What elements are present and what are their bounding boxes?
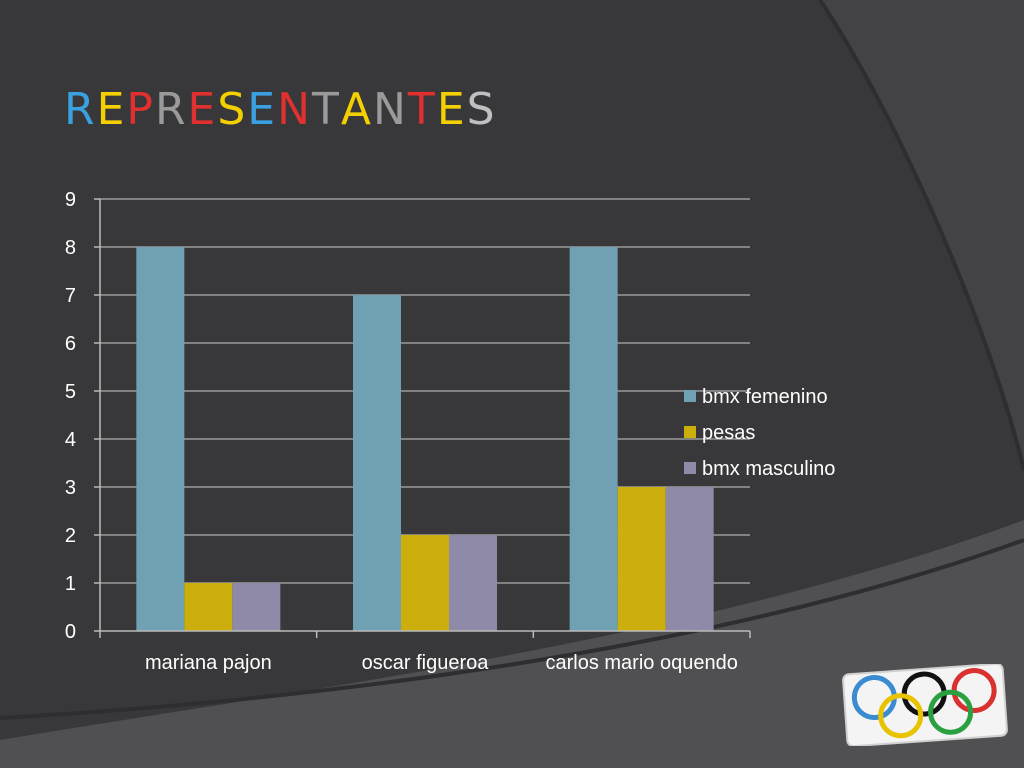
title-letter: E [436, 84, 467, 135]
y-tick-label: 0 [65, 621, 76, 643]
bar-pesas [401, 535, 449, 631]
bar-pesas [184, 583, 233, 631]
title-letter: R [154, 84, 188, 135]
bar-bmx-masculino [449, 535, 497, 631]
page-title: REPRESENTANTES [64, 84, 497, 135]
y-tick-label: 3 [65, 477, 76, 499]
title-letter: N [373, 84, 408, 135]
legend-label: bmx masculino [702, 458, 835, 480]
bar-bmx-femenino [136, 247, 185, 631]
y-tick-label: 8 [65, 237, 76, 259]
legend-swatch [684, 462, 696, 474]
y-tick-label: 4 [65, 429, 76, 451]
legend-swatch [684, 390, 696, 402]
x-axis-categories: mariana pajon oscar figueroa carlos mario … [145, 652, 738, 674]
title-letter: E [187, 84, 218, 135]
y-tick-label: 9 [65, 189, 76, 211]
title-letter: S [217, 84, 248, 135]
title-letter: N [277, 84, 312, 135]
y-axis-ticks: 0 1 2 3 4 5 6 7 8 9 [65, 189, 76, 643]
bar-bmx-masculino [665, 487, 714, 631]
x-category-label: carlos mario oquendo [545, 652, 737, 674]
chart-bars [136, 247, 714, 631]
y-tick-label: 5 [65, 381, 76, 403]
title-letter: P [126, 84, 155, 135]
x-category-label: mariana pajon [145, 652, 272, 674]
bar-bmx-masculino [232, 583, 281, 631]
title-letter: T [312, 84, 341, 135]
bar-pesas [617, 487, 666, 631]
chart-axes [94, 198, 751, 638]
olympic-rings-icon [842, 664, 1008, 746]
legend-swatch [684, 426, 696, 438]
title-letter: E [247, 84, 278, 135]
bar-bmx-femenino [353, 295, 401, 631]
title-letter: E [96, 84, 127, 135]
title-letter: S [466, 84, 497, 135]
title-letter: A [340, 84, 373, 135]
y-tick-label: 2 [65, 525, 76, 547]
legend-label: pesas [702, 422, 755, 444]
y-tick-label: 1 [65, 573, 76, 595]
y-tick-label: 6 [65, 333, 76, 355]
bar-bmx-femenino [569, 247, 618, 631]
x-category-label: oscar figueroa [362, 652, 490, 674]
y-tick-label: 7 [65, 285, 76, 307]
title-letter: R [64, 84, 97, 135]
chart-legend: bmx femenino pesas bmx masculino [684, 386, 835, 480]
legend-label: bmx femenino [702, 386, 828, 408]
title-letter: T [407, 84, 437, 135]
